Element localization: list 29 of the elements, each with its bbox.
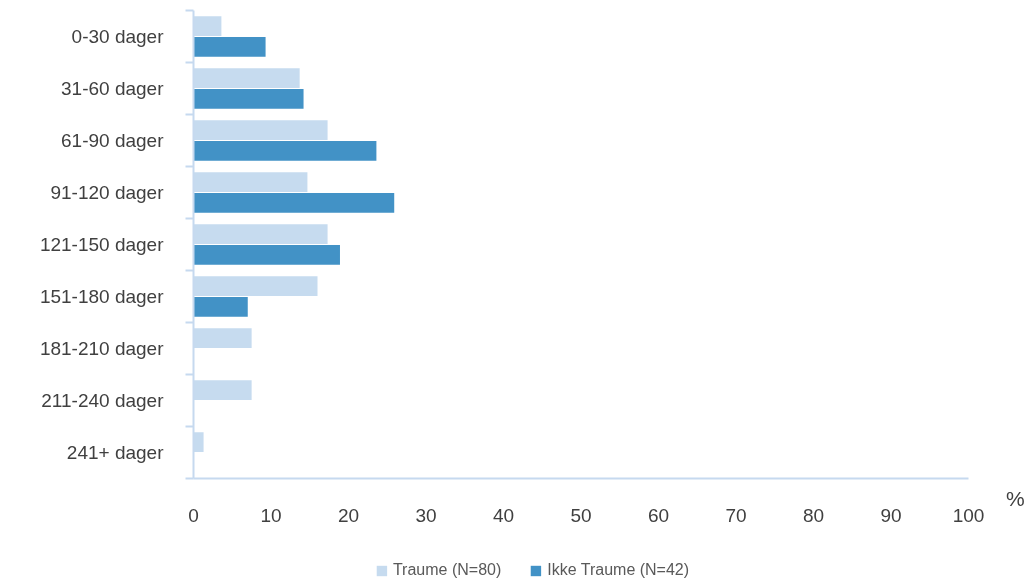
- y-tick-label: 211-240 dager: [41, 390, 165, 411]
- bar: [193, 297, 248, 317]
- x-tick-label: 60: [647, 504, 670, 526]
- x-tick-label: 100: [952, 504, 985, 526]
- y-tick-label: 151-180 dager: [39, 286, 165, 307]
- bar: [193, 245, 340, 265]
- y-tick-label: 31-60 dager: [61, 78, 165, 99]
- x-tick-label: 40: [492, 504, 515, 526]
- legend-label: Traume (N=80): [392, 561, 502, 579]
- bar: [193, 37, 266, 57]
- legend-label: Ikke Traume (N=42): [547, 561, 690, 579]
- x-tick-label: 80: [802, 504, 825, 526]
- x-axis-title: %: [1006, 486, 1025, 512]
- x-tick-label: 30: [415, 504, 437, 526]
- bar: [193, 141, 377, 161]
- x-tick-label: 70: [725, 504, 747, 526]
- y-tick-label: 241+ dager: [66, 442, 165, 463]
- x-tick-label: 90: [880, 504, 902, 526]
- x-tick-label: 0: [188, 504, 199, 526]
- y-tick-label: 181-210 dager: [39, 338, 165, 359]
- y-tick-label: 121-150 dager: [39, 234, 165, 255]
- bar: [193, 193, 395, 213]
- x-tick-label: 50: [570, 504, 592, 526]
- y-tick-label: 0-30 dager: [71, 26, 165, 47]
- x-tick-label: 20: [337, 504, 360, 526]
- y-tick-label: 61-90 dager: [61, 130, 165, 151]
- bar: [193, 89, 304, 109]
- y-tick-label: 91-120 dager: [50, 182, 165, 203]
- x-tick-label: 10: [260, 504, 282, 526]
